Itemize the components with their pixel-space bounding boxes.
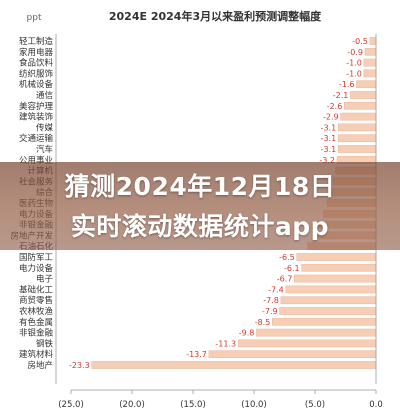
- bar: [294, 274, 377, 283]
- category-label: 农林牧渔: [19, 306, 54, 317]
- category-label: 建筑装饰: [19, 112, 54, 123]
- bar: [280, 296, 377, 305]
- category-label: 基础化工: [19, 284, 54, 295]
- bar: [363, 58, 377, 67]
- category-label: 电子: [36, 274, 54, 285]
- category-label: 汽车: [36, 144, 53, 155]
- data-label: -6.1: [284, 264, 300, 273]
- data-label: -7.9: [262, 307, 278, 316]
- category-label: 国防军工: [19, 252, 54, 263]
- bar: [237, 339, 377, 348]
- data-label: -0.5: [352, 37, 368, 46]
- x-tick-label: (10.0): [241, 400, 267, 410]
- x-tick-label: (5.0): [305, 400, 325, 410]
- category-label: 建筑材料: [19, 349, 54, 360]
- category-label: 通信: [36, 90, 54, 101]
- category-label: 轻工制造: [19, 36, 54, 47]
- overlay-headline-line-2: 实时滚动数据统计app: [70, 212, 330, 241]
- category-label: 钢铁: [36, 338, 54, 349]
- bar: [364, 47, 377, 56]
- data-label: -3.2: [319, 156, 335, 165]
- data-label: -1.0: [346, 69, 362, 78]
- chart-title: 2024E 2024年3月以来盈利预测调整幅度: [109, 9, 322, 23]
- category-label: 公用事业: [19, 155, 53, 166]
- category-label: 电力设备: [19, 263, 54, 274]
- bar: [337, 145, 377, 153]
- data-label: -1.0: [346, 59, 362, 68]
- category-label: 机械设备: [19, 79, 54, 90]
- data-label: -2.9: [323, 113, 339, 122]
- bar: [337, 123, 377, 132]
- bar: [344, 101, 377, 110]
- overlay-headline-line-1: 猜测2024年12月18日: [64, 172, 336, 201]
- category-label: 美容护理: [19, 101, 54, 112]
- bar: [91, 361, 377, 369]
- bar: [272, 317, 377, 326]
- bar: [369, 37, 377, 45]
- bar: [256, 328, 377, 337]
- bar: [301, 263, 377, 272]
- data-label: -9.8: [239, 329, 255, 338]
- data-label: -1.6: [339, 80, 355, 89]
- data-label: -3.1: [321, 123, 337, 132]
- data-label: -7.4: [268, 285, 284, 294]
- bar: [356, 80, 377, 89]
- data-label: -2.1: [333, 91, 349, 100]
- bar: [285, 285, 377, 294]
- category-label: 食品饮料: [19, 58, 54, 69]
- x-tick-label: (20.0): [119, 400, 145, 410]
- bar: [296, 253, 377, 261]
- x-tick-label: (15.0): [180, 400, 206, 410]
- bar: [363, 69, 377, 78]
- bar: [340, 112, 377, 121]
- data-label: -6.5: [279, 253, 295, 262]
- data-label: -3.1: [321, 145, 337, 154]
- data-label: -6.7: [277, 275, 293, 284]
- data-label: -2.6: [327, 102, 343, 111]
- data-label: -8.5: [255, 318, 271, 327]
- bar: [279, 307, 377, 315]
- category-label: 房地产: [27, 360, 53, 371]
- data-label: -7.8: [263, 296, 279, 305]
- data-label: -3.1: [321, 134, 337, 143]
- category-label: 交通运输: [19, 133, 54, 144]
- category-label: 有色金属: [19, 317, 53, 328]
- value-labels: -0.5-0.9-1.0-1.0-1.6-2.1-2.6-2.9-3.1-3.1…: [69, 37, 368, 370]
- data-label: -0.9: [347, 48, 363, 57]
- x-tick-label: 0.0: [369, 400, 383, 410]
- bar: [337, 134, 377, 143]
- bar: [208, 350, 377, 359]
- data-label: -13.7: [186, 350, 207, 359]
- overlay-banner: [0, 162, 400, 250]
- bar: [350, 91, 377, 99]
- category-label: 传媒: [36, 122, 54, 133]
- unit-label: ppt: [27, 13, 42, 23]
- x-tick-label: (25.0): [58, 400, 84, 410]
- category-label: 商贸零售: [19, 295, 53, 306]
- category-label: 非银金融: [19, 328, 54, 339]
- data-label: -11.3: [215, 339, 236, 348]
- category-label: 家用电器: [19, 47, 54, 58]
- category-label: 纺织服饰: [19, 68, 54, 79]
- data-label: -23.3: [69, 361, 90, 370]
